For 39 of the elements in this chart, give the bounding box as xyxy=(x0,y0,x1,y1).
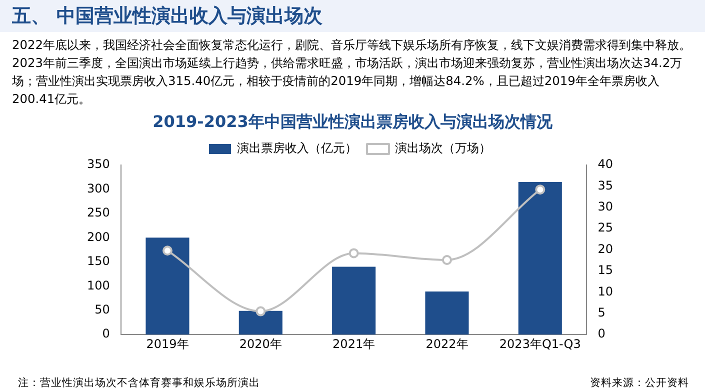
y-tick-label: 250 xyxy=(87,206,110,220)
point xyxy=(535,184,546,195)
text: 注：营业性演出场次不含体育赛事和娱乐场所演出 xyxy=(18,376,260,390)
x-tick-label: 2023年Q1-Q3 xyxy=(499,336,581,351)
y2-tick-label: 35 xyxy=(598,178,614,192)
legend-label: 演出票房收入（亿元） xyxy=(237,141,357,156)
text: 五、 中国营业性演出收入与演出场次 xyxy=(0,0,705,32)
y2-tick-label: 30 xyxy=(598,200,614,214)
x-tick-label: 2020年 xyxy=(239,336,282,351)
y-tick-label: 0 xyxy=(102,326,110,341)
y2-tick-label: 5 xyxy=(598,306,606,320)
x-tick-label: 2022年 xyxy=(426,336,468,351)
y-tick-label: 300 xyxy=(87,181,110,196)
point xyxy=(162,246,172,256)
y2-tick-label: 10 xyxy=(598,284,614,298)
chart-title: 2019-2023年中国营业性演出票房收入与演出场次情况 xyxy=(152,112,554,133)
x-tick-label: 2021年 xyxy=(332,336,376,351)
y-tick-label: 350 xyxy=(87,157,110,172)
y2-tick-label: 15 xyxy=(598,263,614,278)
y2-tick-label: 20 xyxy=(598,242,614,256)
y-tick-label: 150 xyxy=(87,254,110,268)
point xyxy=(348,248,359,258)
y2-tick-label: 0 xyxy=(598,326,606,341)
legend-label: 演出场次（万场） xyxy=(395,141,491,156)
y2-tick-label: 40 xyxy=(598,157,614,172)
y-tick-label: 100 xyxy=(87,278,110,292)
bar xyxy=(425,291,469,335)
x-tick-label: 2019年 xyxy=(146,336,189,351)
text: 资料来源：公开资料 xyxy=(590,376,689,390)
point xyxy=(256,306,266,316)
text: 2022年底以来，我国经济社会全面恢复常态化运行，剧院、音乐厅等线下娱乐场所有序恢复，线下文娱消费需求得到集中释放。2023年前三季度，全国演出市场延续上行趋势，供给需求旺盛，市场活跃，演出市场迎来强劲复苏，营业性演出场次达34.2万场；营业性演出实现票房收入315.40亿元，相较于疫情前的2019年同期，增幅达84.2%，且已超过2019年全年票房收入200.41亿元。 xyxy=(11,37,692,108)
y2-tick-label: 25 xyxy=(598,220,614,235)
bar xyxy=(238,310,282,335)
bar xyxy=(332,266,376,335)
bar xyxy=(518,182,562,335)
point xyxy=(442,254,452,265)
y-tick-label: 50 xyxy=(94,302,110,316)
bar xyxy=(146,238,190,335)
y-tick-label: 200 xyxy=(87,230,110,244)
